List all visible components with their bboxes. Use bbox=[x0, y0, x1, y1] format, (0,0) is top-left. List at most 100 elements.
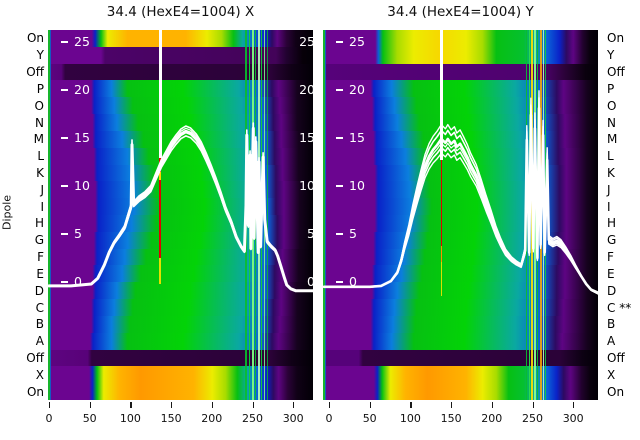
y-tick-label: 15 bbox=[336, 131, 365, 145]
row-label: P bbox=[36, 81, 44, 96]
row-label: G bbox=[34, 233, 44, 248]
row-label: X bbox=[35, 367, 44, 382]
x-tick-label: 50 bbox=[362, 412, 377, 425]
heatmap-row bbox=[48, 248, 313, 267]
x-tick-label: 100 bbox=[399, 412, 421, 425]
marker-line-segment bbox=[159, 258, 161, 284]
x-tick-label: 0 bbox=[45, 412, 53, 425]
heatmap-row bbox=[48, 265, 313, 283]
row-label: O bbox=[607, 98, 617, 113]
x-tick-label: 50 bbox=[82, 412, 97, 425]
row-label: Off bbox=[26, 351, 44, 365]
y-tick-value: 10 bbox=[349, 178, 365, 193]
x-tick-mark bbox=[410, 402, 412, 408]
row-label: X bbox=[607, 367, 616, 382]
row-label: B bbox=[607, 317, 616, 332]
y-tick-mark bbox=[336, 89, 343, 91]
y-tick-label-right: 15 bbox=[299, 130, 313, 145]
row-label: J bbox=[40, 182, 44, 197]
y-tick-label: 10 bbox=[61, 179, 90, 193]
marker-line-segment bbox=[439, 30, 444, 160]
y-tick-value: 25 bbox=[74, 34, 90, 49]
row-label: E bbox=[36, 266, 44, 281]
profile-trace bbox=[323, 90, 598, 295]
y-tick-label: 5 bbox=[336, 227, 357, 241]
x-tick-mark bbox=[130, 402, 132, 408]
row-label: On bbox=[26, 384, 44, 399]
x-tick-mark bbox=[211, 402, 214, 408]
x-tick-label: 200 bbox=[201, 412, 223, 425]
heatmap-row bbox=[48, 63, 313, 82]
marker-line-segment bbox=[440, 160, 443, 246]
y-tick-mark bbox=[336, 137, 343, 139]
row-label: J bbox=[607, 182, 611, 197]
row-label: Y bbox=[36, 48, 44, 63]
y-tick-mark bbox=[336, 281, 343, 283]
row-label: On bbox=[607, 31, 625, 46]
y-tick-mark bbox=[336, 185, 343, 187]
profile-trace bbox=[323, 125, 598, 293]
x-tick-label: 250 bbox=[522, 412, 543, 425]
row-label: M bbox=[33, 132, 44, 147]
marker-line-segment bbox=[440, 262, 443, 296]
row-label: H bbox=[607, 216, 617, 231]
row-label: K bbox=[607, 166, 615, 180]
marker-line-segment bbox=[159, 180, 161, 258]
x-tick-mark bbox=[329, 402, 331, 408]
profile-traces bbox=[323, 90, 598, 295]
y-tick-label: 10 bbox=[336, 179, 365, 193]
stripe-line bbox=[323, 30, 325, 400]
x-tick-label: 0 bbox=[325, 412, 333, 425]
y-tick-mark bbox=[61, 41, 68, 43]
y-tick-mark bbox=[61, 185, 68, 187]
y-tick-value: 15 bbox=[74, 130, 90, 145]
x-tick-label: 150 bbox=[440, 412, 462, 425]
stripe-line bbox=[266, 30, 268, 400]
y-tick-value: 20 bbox=[349, 82, 365, 97]
stripe-line bbox=[48, 30, 50, 400]
x-tick-mark bbox=[369, 402, 371, 408]
y-tick-label-right: 20 bbox=[299, 82, 313, 97]
heatmap-row bbox=[48, 349, 313, 367]
x-tick-mark bbox=[171, 402, 173, 408]
row-label: I bbox=[607, 199, 611, 214]
row-label: Y bbox=[607, 48, 615, 63]
y-tick-label-right: 25 bbox=[299, 34, 313, 49]
profile-trace bbox=[48, 132, 313, 292]
profile-trace bbox=[48, 122, 313, 292]
heatmap-row bbox=[48, 383, 313, 400]
row-label: G bbox=[607, 233, 617, 248]
x-tick-mark bbox=[293, 402, 295, 408]
row-label: B bbox=[35, 317, 44, 332]
row-label: I bbox=[40, 199, 44, 214]
y-tick-mark bbox=[61, 137, 68, 139]
x-tick-mark bbox=[573, 402, 575, 408]
x-tick-label: 250 bbox=[242, 412, 263, 425]
y-tick-value: 10 bbox=[74, 178, 90, 193]
row-label: F bbox=[37, 250, 44, 264]
x-tick-mark bbox=[89, 402, 91, 408]
row-label: C bbox=[35, 300, 44, 315]
row-label: Off bbox=[607, 65, 625, 79]
marker-line-segment bbox=[158, 30, 162, 158]
y-tick-value: 5 bbox=[74, 226, 82, 241]
heatmap-row bbox=[48, 299, 313, 317]
heatmap-row bbox=[48, 366, 313, 384]
y-tick-label: 20 bbox=[336, 83, 365, 97]
y-tick-value: 20 bbox=[74, 82, 90, 97]
heatmap-row bbox=[48, 30, 313, 48]
stripe-line bbox=[50, 30, 52, 400]
row-label: D bbox=[607, 283, 617, 298]
x-tick-mark bbox=[252, 402, 254, 408]
profile-trace bbox=[323, 97, 598, 295]
y-tick-mark bbox=[61, 233, 68, 235]
heatmap-row bbox=[48, 282, 313, 300]
y-axis-label: Dipole bbox=[0, 194, 14, 231]
panel-title-y: 34.4 (HexE4=1004) Y bbox=[387, 4, 534, 20]
profile-trace bbox=[323, 112, 598, 294]
row-label: C ** bbox=[607, 300, 632, 315]
profile-trace bbox=[48, 126, 313, 293]
row-label: A bbox=[35, 334, 44, 349]
y-tick-value: 25 bbox=[349, 34, 365, 49]
